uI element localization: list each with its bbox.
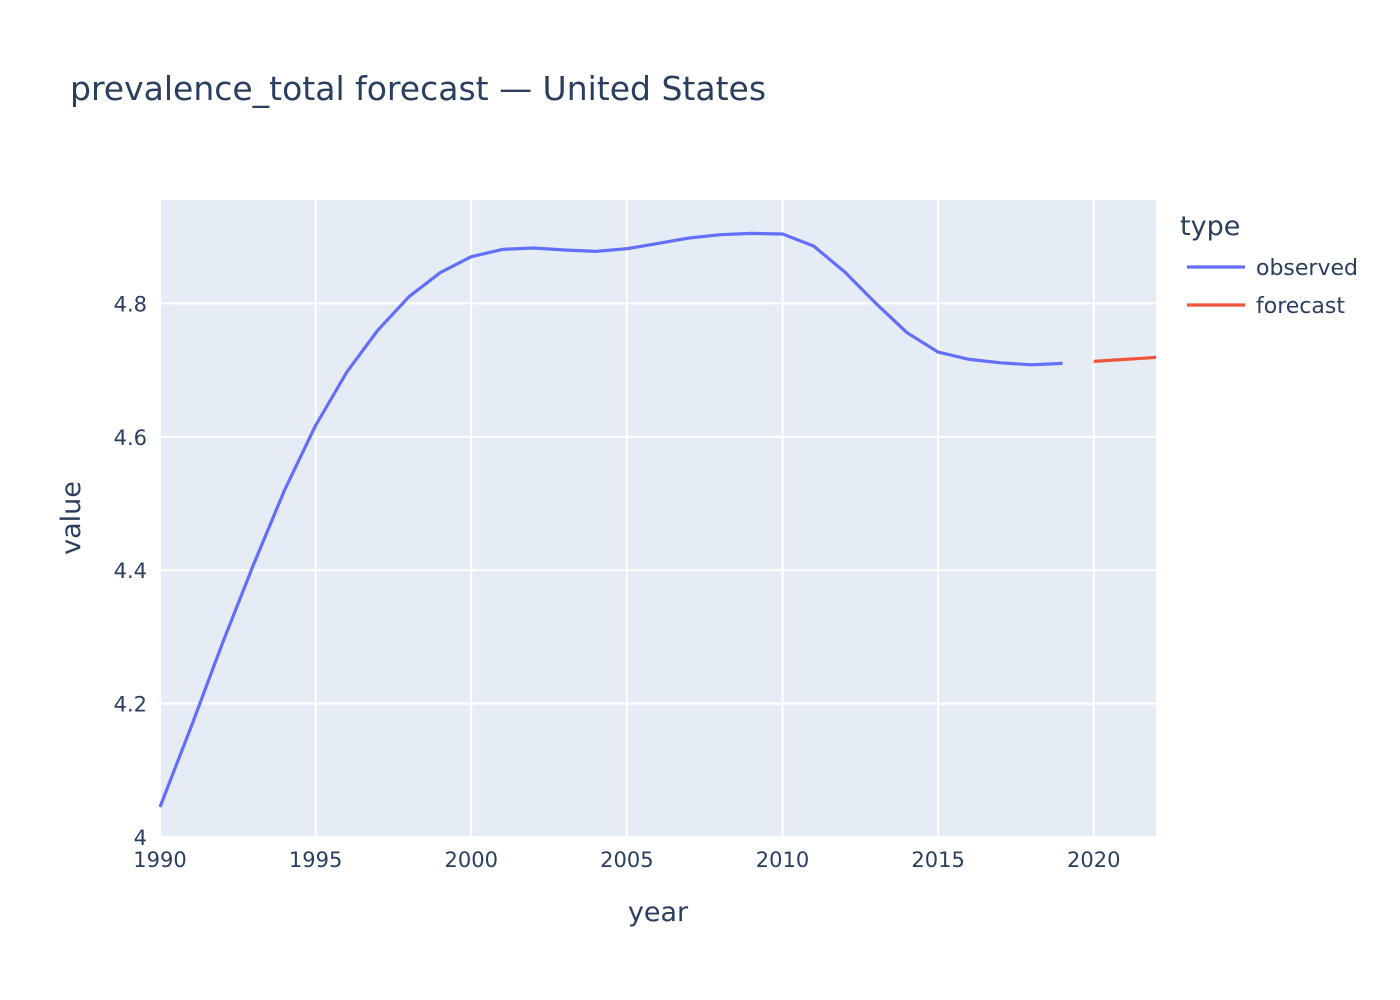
series-line-observed (158, 231, 1063, 808)
y-tick-label: 4.4 (114, 559, 147, 583)
chart-title: prevalence_total forecast — United State… (70, 69, 766, 108)
x-axis-title: year (628, 897, 689, 928)
legend-items: observed forecast (1187, 256, 1358, 319)
x-tick-label: 2020 (1067, 848, 1120, 872)
legend: type observed forecast (1180, 211, 1358, 319)
y-tick-label: 4.6 (114, 426, 147, 450)
x-tick-label: 2005 (600, 848, 653, 872)
legend-label-forecast: forecast (1256, 294, 1345, 319)
x-tick-label: 2010 (756, 848, 809, 872)
x-tick-label: 1990 (133, 848, 186, 872)
x-tick-label: 2015 (911, 848, 964, 872)
legend-label-observed: observed (1256, 256, 1358, 281)
y-axis-title: value (56, 481, 87, 555)
y-tick-label: 4 (134, 826, 147, 850)
x-tick-label: 2000 (445, 848, 498, 872)
legend-title: type (1180, 211, 1240, 242)
series-line-forecast (1093, 355, 1157, 363)
y-axis-ticks: 4 4.2 4.4 4.6 4.8 (114, 292, 147, 850)
series-lines (158, 231, 1157, 808)
y-tick-label: 4.8 (114, 292, 147, 316)
y-tick-label: 4.2 (114, 693, 147, 717)
x-axis-ticks: 1990 1995 2000 2005 2010 2015 2020 (133, 848, 1120, 872)
gridlines (159, 200, 1156, 838)
x-tick-label: 1995 (289, 848, 342, 872)
plot-area (160, 200, 1156, 837)
